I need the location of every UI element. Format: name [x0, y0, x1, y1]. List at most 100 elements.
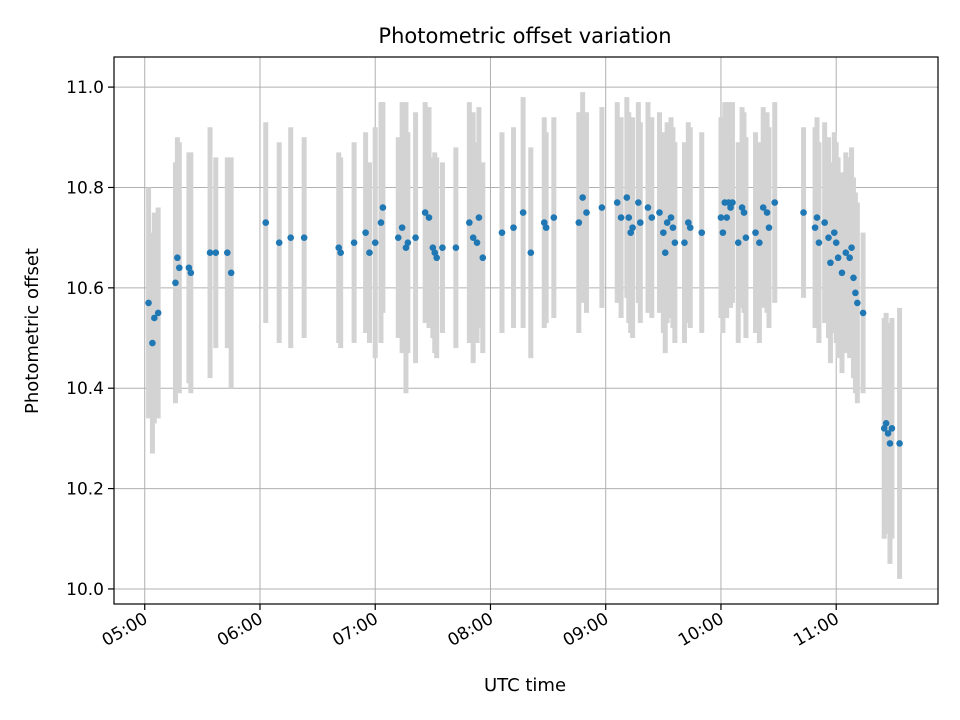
data-point [756, 239, 763, 246]
data-point [896, 440, 903, 447]
data-point [550, 214, 558, 221]
data-point [727, 204, 734, 211]
data-point [667, 214, 675, 221]
data-point [498, 229, 506, 236]
data-point [834, 254, 842, 262]
data-point [439, 244, 446, 251]
x-tick-label: 10:00 [675, 609, 727, 651]
data-point [227, 269, 235, 277]
data-point [412, 234, 419, 241]
data-point [402, 244, 410, 251]
data-point [656, 209, 663, 216]
data-point [850, 274, 857, 282]
x-tick-label: 07:00 [329, 609, 381, 651]
data-point [842, 249, 850, 257]
x-tick-label: 11:00 [790, 609, 842, 651]
data-point [813, 214, 821, 221]
data-point [350, 239, 358, 246]
data-point [759, 204, 767, 211]
data-point [723, 214, 731, 221]
data-point [579, 194, 586, 201]
data-point [660, 229, 667, 236]
data-point [880, 425, 888, 432]
data-point [452, 244, 460, 251]
data-point [719, 229, 727, 236]
data-point [583, 209, 590, 216]
data-point [765, 224, 773, 231]
data-point [852, 289, 859, 297]
data-point [362, 229, 369, 236]
data-point [623, 194, 631, 201]
data-point [734, 239, 742, 246]
data-point [625, 214, 633, 221]
data-point [519, 209, 527, 216]
data-point [212, 249, 220, 257]
data-point [187, 269, 195, 277]
errorbars [146, 92, 903, 579]
data-point [224, 249, 231, 257]
data-point [394, 234, 402, 241]
data-point [661, 249, 669, 257]
data-point [404, 239, 412, 246]
data-points [145, 194, 903, 447]
data-point [575, 219, 583, 226]
data-point [335, 244, 343, 251]
data-point [479, 254, 487, 262]
x-tick-label: 06:00 [214, 609, 266, 651]
data-point [671, 239, 679, 246]
data-point [433, 254, 440, 262]
data-point [151, 314, 158, 322]
data-point [527, 249, 535, 257]
data-point [648, 214, 656, 221]
data-point [859, 309, 867, 317]
data-point [838, 269, 846, 277]
data-point [686, 224, 694, 231]
data-point [466, 219, 473, 226]
data-point [888, 425, 896, 432]
data-point [882, 420, 890, 427]
x-axis-label: UTC time [484, 675, 566, 696]
data-point [262, 219, 270, 226]
data-point [698, 229, 706, 236]
data-point [848, 244, 855, 251]
data-point [825, 234, 832, 241]
x-axis-ticks: 05:00 06:00 07:00 08:00 09:00 10:00 11:00 [99, 604, 843, 651]
data-point [431, 249, 439, 257]
data-point [636, 219, 644, 226]
chart-title: Photometric offset variation [378, 24, 671, 48]
data-point [172, 279, 179, 287]
data-point [469, 234, 477, 241]
x-tick-label: 09:00 [560, 609, 612, 651]
data-point [884, 430, 892, 437]
data-point [886, 440, 894, 447]
data-point [771, 199, 779, 206]
y-tick-label: 10.8 [66, 178, 104, 198]
data-point [542, 224, 550, 231]
data-point [425, 214, 433, 221]
data-point [629, 224, 636, 231]
data-point [598, 204, 606, 211]
data-point [717, 214, 725, 221]
data-point [510, 224, 517, 231]
data-point [154, 309, 162, 317]
data-point [617, 214, 625, 221]
data-point [149, 339, 156, 347]
y-axis-ticks: 10.0 10.2 10.4 10.6 10.8 11.0 [66, 78, 114, 600]
data-point [287, 234, 295, 241]
data-point [729, 199, 736, 206]
data-point [830, 229, 838, 236]
data-point [811, 224, 819, 231]
data-point [681, 239, 688, 246]
data-point [398, 224, 406, 231]
data-point [669, 224, 677, 231]
x-tick-label: 05:00 [99, 609, 151, 651]
data-point [176, 264, 183, 272]
data-point [185, 264, 193, 272]
y-axis-label: Photometric offset [22, 248, 43, 414]
data-point [763, 209, 771, 216]
data-point [429, 244, 437, 251]
data-point [685, 219, 692, 226]
data-point [740, 209, 748, 216]
data-point [371, 239, 379, 246]
